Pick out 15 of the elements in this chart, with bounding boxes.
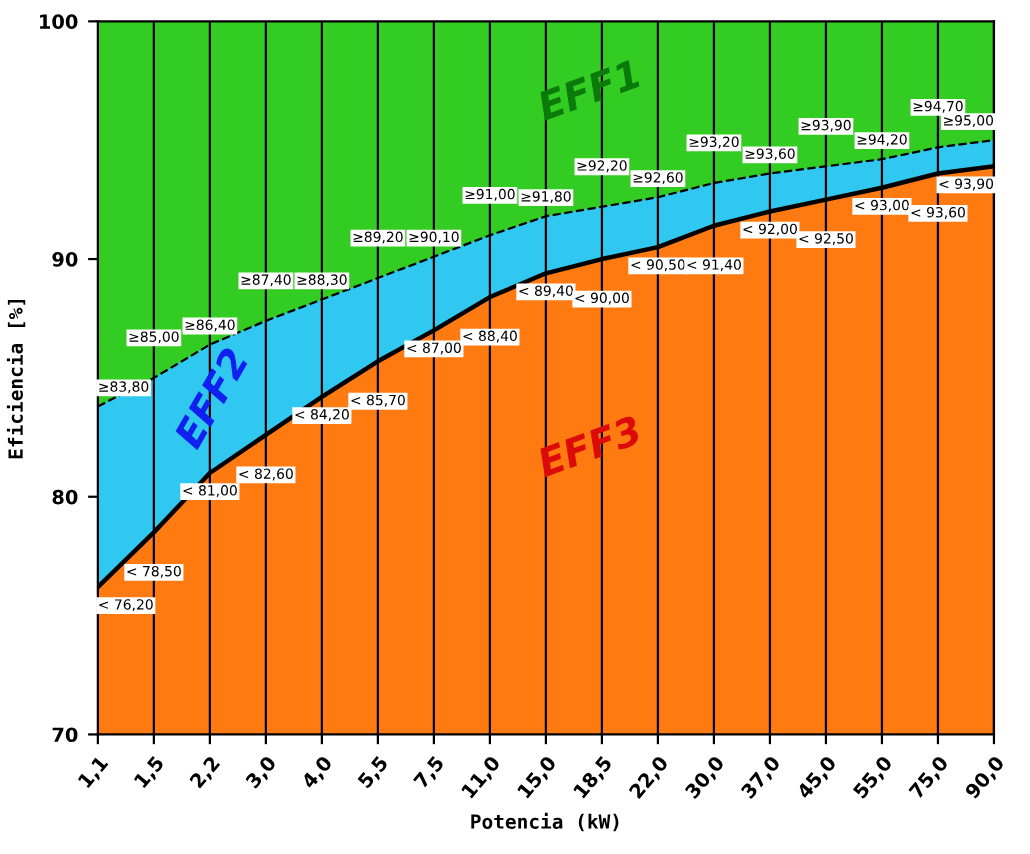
x-axis-title: Potencia (kW): [471, 812, 619, 832]
x-tick-label: 2,2: [188, 755, 223, 791]
annotation: EFF1: [535, 59, 641, 121]
x-tick-label: 1,5: [133, 755, 167, 790]
annotation: EFF3: [535, 414, 643, 478]
x-tick-label: 7,5: [413, 755, 447, 791]
y-axis-title: Eficiencia [%]: [6, 299, 26, 459]
y-tick-label: 100: [40, 14, 78, 30]
x-tick-label: 4,0: [300, 754, 335, 791]
y-tick-label: 90: [52, 252, 78, 267]
x-tick-label: 3,0: [244, 754, 279, 791]
y-tick-label: 80: [52, 489, 78, 505]
x-tick-label: 5,5: [357, 755, 391, 791]
x-tick-label: 1,1: [77, 755, 111, 790]
y-tick-label: 70: [52, 727, 78, 743]
